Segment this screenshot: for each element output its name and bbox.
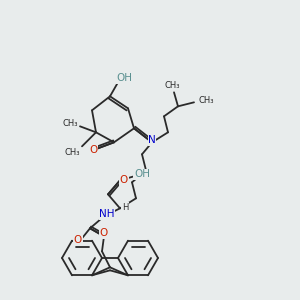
Text: NH: NH [99, 209, 115, 219]
Text: CH₃: CH₃ [62, 119, 78, 128]
Text: CH₃: CH₃ [164, 81, 180, 90]
Text: O: O [74, 235, 82, 245]
Text: O: O [89, 145, 97, 155]
Text: OH: OH [134, 169, 150, 179]
Text: OH: OH [116, 73, 132, 83]
Text: O: O [120, 175, 128, 185]
Text: H: H [122, 203, 128, 212]
Text: N: N [148, 135, 156, 145]
Text: O: O [100, 228, 108, 238]
Text: CH₃: CH₃ [64, 148, 80, 157]
Text: CH₃: CH₃ [198, 96, 214, 105]
